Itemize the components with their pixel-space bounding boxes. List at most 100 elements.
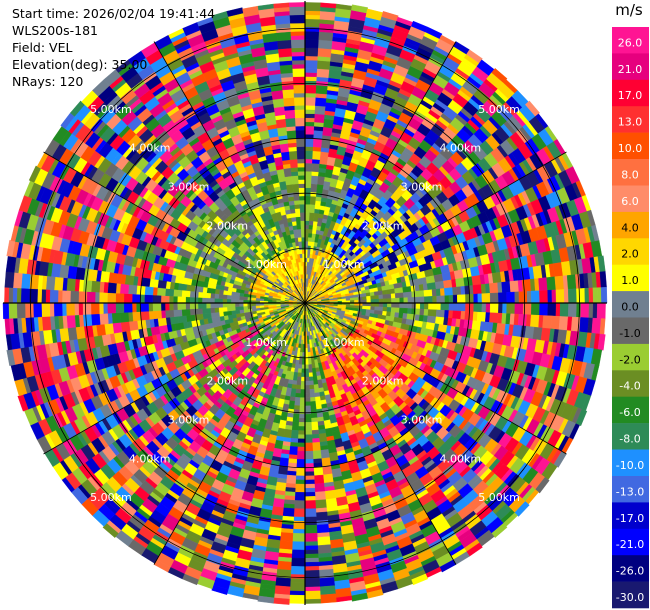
velocity-gate	[506, 291, 516, 304]
velocity-gate	[297, 438, 306, 444]
velocity-gate	[439, 288, 446, 297]
velocity-gate	[312, 450, 322, 460]
velocity-gate	[304, 516, 317, 526]
velocity-gate	[308, 220, 314, 226]
velocity-gate	[592, 287, 598, 304]
velocity-gate	[551, 289, 557, 304]
velocity-gate	[391, 297, 400, 304]
velocity-gate	[300, 380, 306, 386]
velocity-gate	[304, 96, 317, 106]
velocity-gate	[296, 459, 306, 468]
velocity-gate	[386, 307, 392, 313]
velocity-gate	[318, 432, 328, 443]
velocity-gate	[435, 309, 446, 318]
velocity-gate	[12, 287, 18, 304]
velocity-gate	[41, 288, 47, 304]
velocity-gate	[115, 292, 125, 304]
velocity-gate	[294, 392, 301, 398]
velocity-gate	[555, 289, 565, 304]
velocity-gate	[403, 297, 409, 304]
velocity-gate	[177, 315, 188, 324]
velocity-gate	[304, 26, 320, 32]
velocity-gate	[128, 320, 139, 331]
velocity-gate	[251, 305, 257, 309]
velocity-gate	[435, 288, 441, 297]
velocity-gate	[317, 544, 332, 555]
velocity-gate	[304, 385, 310, 394]
velocity-gate	[181, 289, 191, 298]
velocity-gate	[525, 100, 540, 117]
velocity-gate	[193, 291, 199, 298]
velocity-gate	[312, 442, 321, 452]
velocity-gate	[304, 146, 314, 152]
velocity-gate	[567, 288, 578, 304]
velocity-gate	[309, 384, 315, 390]
velocity-gate	[164, 309, 175, 318]
velocity-gate	[579, 317, 590, 333]
velocity-gate	[415, 308, 421, 316]
velocity-gate	[300, 376, 306, 382]
velocity-gate	[304, 18, 321, 28]
velocity-gate	[311, 171, 320, 177]
velocity-gate	[304, 125, 315, 135]
velocity-gate	[304, 80, 317, 86]
velocity-gate	[94, 291, 100, 304]
velocity-gate	[592, 302, 598, 319]
velocity-gate	[390, 311, 396, 318]
velocity-gate	[181, 296, 186, 304]
velocity-gate	[411, 302, 417, 310]
velocity-gate	[144, 294, 154, 304]
velocity-gate	[378, 298, 384, 304]
velocity-gate	[214, 298, 223, 304]
velocity-gate	[471, 275, 482, 286]
velocity-gate	[297, 368, 302, 374]
velocity-gate	[131, 293, 141, 304]
velocity-gate	[411, 296, 417, 304]
velocity-gate	[123, 293, 133, 304]
velocity-gate	[140, 294, 145, 304]
velocity-gate	[304, 479, 315, 485]
velocity-gate	[345, 298, 351, 302]
velocity-gate	[168, 302, 174, 311]
velocity-gate	[307, 351, 311, 357]
velocity-gate	[314, 396, 322, 406]
velocity-gate	[120, 321, 131, 333]
velocity-gate	[318, 31, 334, 42]
velocity-gate	[164, 288, 175, 297]
velocity-gate	[485, 302, 491, 313]
velocity-gate	[309, 396, 316, 402]
velocity-gate	[304, 545, 319, 551]
velocity-gate	[289, 594, 306, 604]
velocity-gate	[290, 557, 306, 567]
velocity-gate	[479, 321, 490, 333]
velocity-gate	[436, 295, 446, 304]
velocity-gate	[173, 288, 183, 297]
velocity-gate	[298, 413, 306, 419]
velocity-gate	[104, 322, 115, 335]
velocity-gate	[419, 308, 425, 316]
velocity-gate	[304, 121, 315, 127]
velocity-gate	[530, 302, 540, 316]
velocity-gate	[424, 302, 429, 310]
velocity-gate	[321, 138, 332, 149]
velocity-gate	[259, 304, 265, 308]
velocity-gate	[290, 574, 306, 580]
velocity-gate	[314, 482, 326, 493]
velocity-gate	[491, 271, 502, 284]
velocity-gate	[299, 397, 306, 407]
velocity-gate	[160, 302, 166, 311]
velocity-gate	[20, 273, 31, 289]
velocity-gate	[275, 577, 291, 588]
velocity-gate	[311, 429, 320, 435]
velocity-gate	[197, 297, 203, 304]
velocity-gate	[324, 102, 337, 113]
velocity-gate	[304, 179, 312, 189]
velocity-gate	[456, 302, 466, 312]
velocity-gate	[434, 280, 445, 290]
velocity-gate	[144, 285, 154, 296]
velocity-gate	[169, 316, 180, 325]
velocity-gate	[321, 457, 332, 468]
velocity-gate	[5, 255, 17, 273]
velocity-gate	[304, 117, 315, 123]
velocity-gate	[304, 483, 315, 489]
